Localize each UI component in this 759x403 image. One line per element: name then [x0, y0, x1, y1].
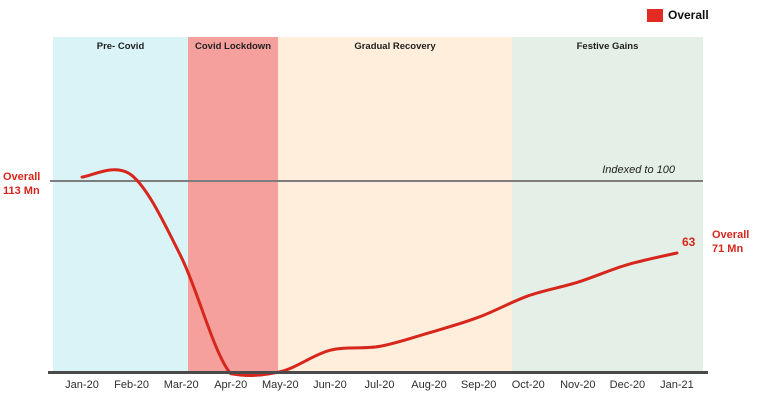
x-axis-label: Mar-20 — [163, 379, 199, 391]
region-band-festive-gains: Festive Gains — [512, 37, 703, 372]
start-annotation-line1: Overall — [3, 171, 41, 183]
region-band-gradual-recovery: Gradual Recovery — [278, 37, 512, 372]
x-axis-label: Jul-20 — [364, 379, 395, 391]
x-axis-label: Feb-20 — [114, 379, 149, 391]
x-axis-label: Sep-20 — [460, 379, 497, 391]
end-value-annotation: Overall 71 Mn — [712, 228, 749, 256]
x-axis-label: Oct-20 — [511, 379, 545, 391]
reference-line-label: Indexed to 100 — [602, 164, 675, 176]
region-band-pre-covid: Pre- Covid — [53, 37, 188, 372]
x-axis-label: Dec-20 — [609, 379, 646, 391]
region-band-covid-lockdown: Covid Lockdown — [188, 37, 278, 372]
region-label: Covid Lockdown — [195, 41, 271, 52]
end-point-value-label: 63 — [681, 235, 696, 249]
x-axis-line — [48, 371, 708, 374]
x-axis-label: Jan-21 — [660, 379, 694, 391]
legend: Overall — [647, 8, 709, 22]
start-value-annotation: Overall 113 Mn — [3, 170, 40, 198]
x-axis-label: Aug-20 — [411, 379, 447, 391]
x-axis-label: Nov-20 — [560, 379, 596, 391]
x-axis-label: Jun-20 — [313, 379, 347, 391]
region-label: Pre- Covid — [96, 41, 145, 52]
x-axis-label: Jan-20 — [65, 379, 99, 391]
end-annotation-line1: Overall — [712, 229, 750, 241]
end-annotation-line2: 71 Mn — [712, 243, 744, 255]
legend-label-overall: Overall — [668, 8, 709, 22]
start-annotation-line2: 113 Mn — [3, 185, 40, 197]
legend-swatch-overall — [647, 8, 663, 22]
x-axis-label: Apr-20 — [214, 379, 248, 391]
region-label: Gradual Recovery — [354, 41, 436, 52]
x-axis-label: May-20 — [261, 379, 299, 391]
reference-line — [50, 180, 703, 182]
region-label: Festive Gains — [576, 41, 639, 52]
